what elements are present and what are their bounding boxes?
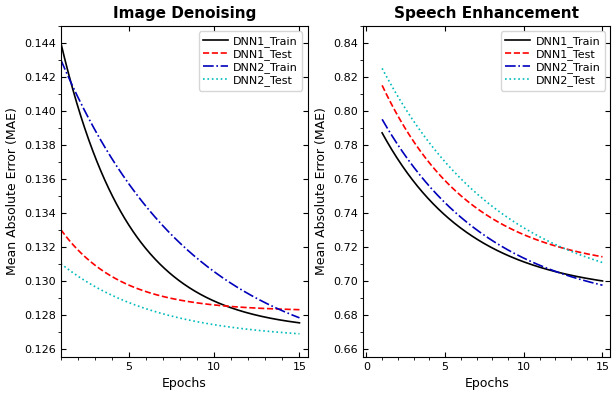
DNN1_Train <box>274 317 281 322</box>
Line: DNN2_Test: DNN2_Test <box>61 264 299 334</box>
DNN1_Test <box>564 247 572 252</box>
DNN2_Train <box>58 59 65 64</box>
DNN2_Test <box>258 328 265 333</box>
DNN2_Train <box>199 261 206 265</box>
X-axis label: Epochs: Epochs <box>162 377 207 390</box>
Legend: DNN1_Train, DNN1_Test, DNN2_Train, DNN2_Test: DNN1_Train, DNN1_Test, DNN2_Train, DNN2_… <box>501 31 605 91</box>
Line: DNN2_Train: DNN2_Train <box>382 119 602 285</box>
DNN2_Train <box>296 316 303 320</box>
Line: DNN2_Train: DNN2_Train <box>61 60 299 318</box>
DNN1_Test <box>509 228 517 232</box>
DNN2_Test <box>509 219 516 223</box>
DNN1_Test <box>258 306 265 311</box>
DNN1_Test <box>203 302 211 307</box>
Title: Image Denoising: Image Denoising <box>113 6 256 21</box>
DNN1_Train <box>513 257 521 262</box>
DNN1_Test <box>58 228 65 233</box>
DNN1_Train <box>296 320 303 325</box>
DNN2_Train <box>203 264 211 268</box>
DNN2_Train <box>258 299 265 303</box>
Line: DNN1_Train: DNN1_Train <box>382 133 602 281</box>
DNN2_Test <box>599 260 606 265</box>
Line: DNN2_Test: DNN2_Test <box>382 69 602 263</box>
DNN2_Train <box>513 252 521 257</box>
DNN1_Test <box>513 229 521 234</box>
DNN1_Test <box>599 254 606 259</box>
DNN2_Train <box>509 250 516 255</box>
DNN1_Train <box>378 131 386 135</box>
Line: DNN1_Test: DNN1_Test <box>61 230 299 310</box>
Title: Speech Enhancement: Speech Enhancement <box>394 6 579 21</box>
DNN2_Test <box>513 221 521 226</box>
DNN2_Test <box>198 320 206 325</box>
DNN2_Train <box>378 117 386 122</box>
DNN1_Train <box>509 255 516 260</box>
DNN1_Train <box>578 275 586 280</box>
DNN1_Train <box>379 132 387 137</box>
DNN1_Test <box>379 84 387 89</box>
Line: DNN1_Train: DNN1_Train <box>61 43 299 323</box>
DNN2_Test <box>199 320 206 325</box>
DNN2_Train <box>198 260 206 265</box>
DNN2_Test <box>274 330 281 335</box>
DNN2_Test <box>296 331 303 336</box>
DNN2_Train <box>379 118 387 123</box>
DNN2_Test <box>564 248 572 252</box>
DNN1_Train <box>564 272 572 277</box>
Y-axis label: Mean Absolute Error (MAE): Mean Absolute Error (MAE) <box>315 108 328 275</box>
DNN1_Train <box>199 293 206 298</box>
DNN1_Train <box>198 293 206 297</box>
DNN1_Test <box>57 227 65 232</box>
DNN1_Train <box>509 255 517 260</box>
Line: DNN1_Test: DNN1_Test <box>382 85 602 257</box>
DNN2_Train <box>564 273 572 278</box>
DNN2_Test <box>58 262 65 267</box>
DNN1_Test <box>296 307 303 312</box>
DNN1_Test <box>578 250 586 255</box>
DNN1_Test <box>199 301 206 306</box>
DNN2_Test <box>578 253 586 258</box>
DNN2_Test <box>379 67 387 72</box>
DNN1_Test <box>509 227 516 232</box>
DNN2_Test <box>378 66 386 71</box>
DNN2_Train <box>578 278 586 282</box>
DNN1_Test <box>378 83 386 88</box>
DNN2_Test <box>509 219 517 224</box>
DNN1_Train <box>57 40 65 45</box>
DNN2_Test <box>203 321 211 326</box>
DNN2_Test <box>57 261 65 266</box>
DNN1_Train <box>599 278 606 283</box>
DNN2_Train <box>599 283 606 287</box>
DNN1_Train <box>203 295 211 300</box>
DNN1_Train <box>58 44 65 49</box>
DNN1_Test <box>198 301 206 306</box>
X-axis label: Epochs: Epochs <box>464 377 509 390</box>
DNN2_Train <box>509 250 517 255</box>
DNN1_Train <box>258 314 265 319</box>
Legend: DNN1_Train, DNN1_Test, DNN2_Train, DNN2_Test: DNN1_Train, DNN1_Test, DNN2_Train, DNN2_… <box>199 31 302 91</box>
DNN2_Train <box>57 57 65 62</box>
Y-axis label: Mean Absolute Error (MAE): Mean Absolute Error (MAE) <box>6 108 18 275</box>
DNN1_Test <box>274 307 281 311</box>
DNN2_Train <box>274 306 281 311</box>
